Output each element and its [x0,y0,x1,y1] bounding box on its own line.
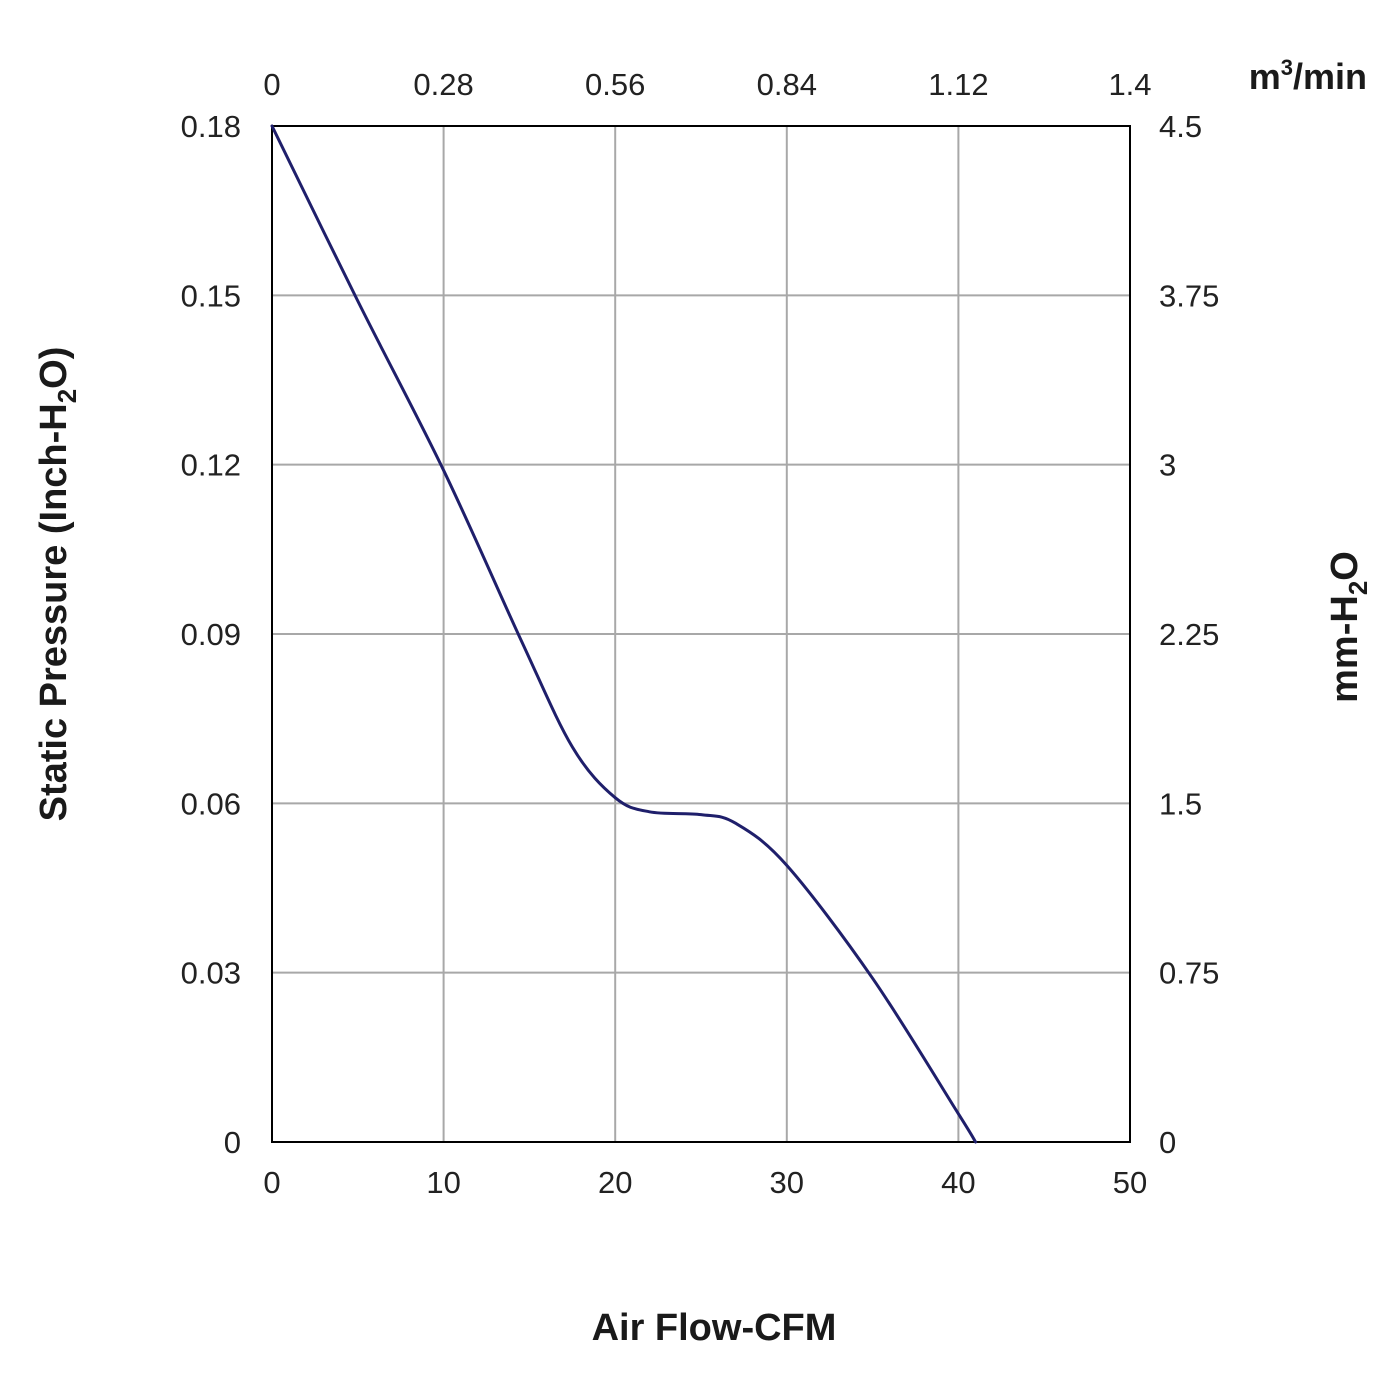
y2-tick-label: 0 [1159,1125,1176,1160]
x2-tick-label: 1.12 [928,67,988,102]
y2-tick-label: 3 [1159,448,1176,483]
x2-axis-unit-main: m [1249,56,1281,97]
x2-axis-unit: m3/min [1249,55,1367,97]
y-axis-title-sub: 2 [52,389,82,403]
x2-tick-label: 1.4 [1108,67,1151,102]
y-tick-label: 0.06 [181,786,241,821]
y-tick-label: 0.12 [181,448,241,483]
y-tick-label: 0.18 [181,109,241,144]
y-axis-title: Static Pressure (Inch-H2O) [33,347,82,822]
x2-axis-unit-tail: /min [1293,56,1367,97]
series-line [270,124,978,1144]
y2-tick-label: 2.25 [1159,617,1219,652]
y-tick-label: 0.09 [181,617,241,652]
x-tick-label: 50 [1113,1165,1147,1200]
y2-tick-label: 1.5 [1159,786,1202,821]
y2-tick-label: 3.75 [1159,278,1219,313]
y-tick-label: 0.03 [181,956,241,991]
y2-axis-title-sub: 2 [1343,581,1373,595]
x-tick-label: 30 [770,1165,804,1200]
y2-tick-label: 0.75 [1159,956,1219,991]
grid-lines [272,126,1130,1142]
series-group [270,124,978,1144]
y2-tick-label: 4.5 [1159,109,1202,144]
x-tick-label: 40 [941,1165,975,1200]
x-axis-title: Air Flow-CFM [592,1307,837,1349]
x-tick-label: 20 [598,1165,632,1200]
x2-axis-unit-sup: 3 [1281,55,1293,80]
y2-axis-title-tail: O [1324,551,1366,581]
x2-tick-label: 0.28 [413,67,473,102]
y-axis-title-main: Static Pressure (Inch-H [33,403,75,821]
x2-tick-label: 0.56 [585,67,645,102]
y2-axis-title-main: mm-H [1324,595,1366,703]
x2-tick-label: 0.84 [757,67,817,102]
y-tick-label: 0 [224,1125,241,1160]
y-tick-label: 0.15 [181,278,241,313]
y2-axis-title: mm-H2O [1324,551,1373,703]
y-axis-title-tail: O) [33,347,75,389]
plot-area-frame [271,125,1131,1143]
x-tick-label: 10 [426,1165,460,1200]
x2-tick-label: 0 [263,67,280,102]
x-tick-label: 0 [263,1165,280,1200]
